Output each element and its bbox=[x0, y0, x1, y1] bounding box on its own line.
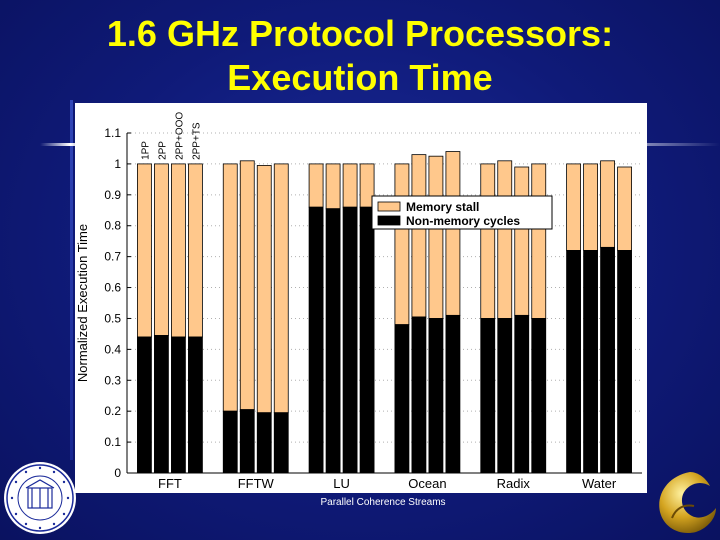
bar-memory-stall bbox=[531, 163, 547, 319]
config-label: 2PP+OOO bbox=[174, 112, 185, 160]
x-tick-label: Ocean bbox=[408, 476, 446, 491]
bar-non-memory bbox=[359, 206, 375, 474]
y-tick-label: 0.3 bbox=[104, 373, 121, 387]
bar-non-memory bbox=[154, 335, 169, 474]
legend-box bbox=[371, 195, 553, 230]
bar-non-memory bbox=[617, 250, 632, 474]
bar-memory-stall bbox=[222, 163, 238, 412]
bar-memory-stall bbox=[583, 163, 598, 251]
bar-non-memory bbox=[171, 336, 186, 474]
bar-non-memory bbox=[222, 410, 238, 474]
slide-title-line-1: 1.6 GHz Protocol Processors: bbox=[106, 13, 614, 54]
bar-non-memory bbox=[256, 412, 272, 474]
bar-non-memory bbox=[445, 314, 461, 474]
y-tick-label: 0.8 bbox=[104, 219, 121, 233]
bar-non-memory bbox=[137, 336, 152, 474]
bar-non-memory bbox=[531, 318, 547, 474]
y-tick-label: 0 bbox=[114, 466, 121, 480]
bar-non-memory bbox=[394, 324, 410, 474]
slide-title: 1.6 GHz Protocol Processors: Execution T… bbox=[0, 12, 720, 100]
bar-memory-stall bbox=[239, 160, 255, 411]
x-tick-label: FFTW bbox=[238, 476, 275, 491]
bar-memory-stall bbox=[188, 163, 203, 338]
bar-memory-stall bbox=[171, 163, 186, 338]
chart-panel: 0 0.1 0.2 0.3 0.4 0.5 0.6 0.7 0.8 0.9 1 1.1 Normaliz… bbox=[75, 103, 647, 493]
legend-swatch bbox=[377, 215, 401, 226]
decorative-horizontal-line-right bbox=[580, 143, 720, 146]
y-tick-label: 0.9 bbox=[104, 188, 121, 202]
bar-non-memory bbox=[325, 208, 341, 474]
decorative-vertical-line bbox=[70, 100, 73, 460]
bar-non-memory bbox=[583, 250, 598, 474]
y-axis-label: Normalized Execution Time bbox=[75, 224, 90, 382]
bar-memory-stall bbox=[137, 163, 152, 338]
bar-memory-stall bbox=[342, 163, 358, 208]
legend-label: Memory stall bbox=[406, 200, 479, 214]
bar-memory-stall bbox=[480, 163, 496, 319]
x-tick-label: Radix bbox=[497, 476, 531, 491]
gold-emblem-logo bbox=[659, 472, 716, 534]
y-tick-label: 1.1 bbox=[104, 126, 121, 140]
bar-non-memory bbox=[308, 206, 324, 474]
bar-memory-stall bbox=[394, 163, 410, 326]
bar-memory-stall bbox=[411, 154, 427, 318]
bar-memory-stall bbox=[325, 163, 341, 210]
legend-label: Non-memory cycles bbox=[406, 214, 520, 228]
y-tick-label: 0.1 bbox=[104, 435, 121, 449]
y-tick-label: 0.2 bbox=[104, 404, 121, 418]
x-tick-label: FFT bbox=[158, 476, 182, 491]
bar-memory-stall bbox=[566, 163, 581, 251]
bar-memory-stall bbox=[428, 155, 444, 319]
y-tick-label: 0.7 bbox=[104, 250, 121, 264]
bar-memory-stall bbox=[308, 163, 324, 208]
config-label: 2PP bbox=[157, 141, 168, 160]
bar-non-memory bbox=[428, 318, 444, 474]
university-seal-logo bbox=[4, 462, 76, 534]
config-label: 1PP bbox=[140, 141, 151, 160]
config-label: 2PP+TS bbox=[191, 122, 202, 160]
bar-non-memory bbox=[188, 336, 203, 474]
y-tick-label: 0.5 bbox=[104, 311, 121, 325]
bar-memory-stall bbox=[154, 163, 169, 336]
bar-non-memory bbox=[480, 318, 496, 474]
y-tick-label: 0.4 bbox=[104, 342, 121, 356]
bar-memory-stall bbox=[497, 160, 513, 319]
bar-memory-stall bbox=[514, 166, 530, 316]
bar-non-memory bbox=[342, 206, 358, 474]
slide-title-line-2: Execution Time bbox=[227, 57, 493, 98]
bar-memory-stall bbox=[617, 166, 632, 251]
bar-non-memory bbox=[514, 314, 530, 474]
bar-non-memory bbox=[497, 318, 513, 474]
y-tick-label: 1 bbox=[114, 157, 121, 171]
bar-non-memory bbox=[239, 409, 255, 474]
decorative-horizontal-line bbox=[40, 143, 100, 146]
bar-non-memory bbox=[566, 250, 581, 474]
x-tick-label: LU bbox=[333, 476, 350, 491]
slide-footer: Parallel Coherence Streams bbox=[320, 497, 446, 508]
legend-swatch bbox=[377, 201, 401, 212]
bar-non-memory bbox=[411, 316, 427, 474]
bar-memory-stall bbox=[273, 163, 289, 414]
y-tick-label: 0.6 bbox=[104, 281, 121, 295]
x-tick-label: Water bbox=[582, 476, 617, 491]
bar-memory-stall bbox=[600, 160, 615, 248]
bar-non-memory bbox=[273, 412, 289, 474]
bar-non-memory bbox=[600, 246, 615, 474]
bar-memory-stall bbox=[445, 151, 461, 316]
stacked-bar-chart: 0 0.1 0.2 0.3 0.4 0.5 0.6 0.7 0.8 0.9 1 1.1 Normaliz… bbox=[75, 112, 642, 491]
bar-memory-stall bbox=[256, 165, 272, 414]
